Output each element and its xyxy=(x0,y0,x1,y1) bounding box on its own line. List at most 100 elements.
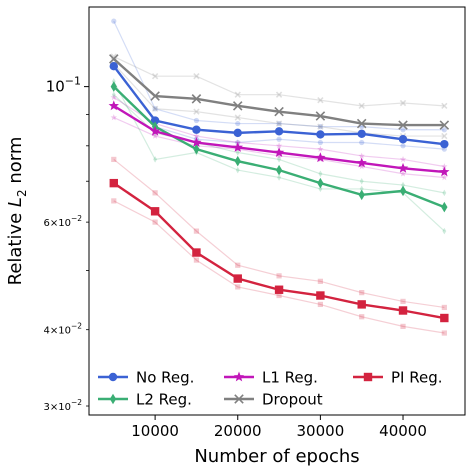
data-point xyxy=(233,128,242,138)
data-point xyxy=(234,155,241,167)
data-point-stroke xyxy=(356,118,367,129)
legend-label: L1 Reg. xyxy=(262,369,318,387)
run-point xyxy=(193,257,200,263)
run-point xyxy=(401,181,405,189)
data-point xyxy=(192,125,201,134)
data-point-stroke xyxy=(191,94,202,104)
x-tick-label: 30000 xyxy=(297,422,345,440)
run-point xyxy=(441,304,447,311)
run-point xyxy=(276,136,282,142)
data-point xyxy=(109,54,119,64)
data-point xyxy=(398,306,408,315)
data-point xyxy=(232,101,243,111)
run-point xyxy=(399,156,407,163)
run-point xyxy=(111,18,117,24)
run-point xyxy=(317,124,323,130)
run-point xyxy=(275,91,283,98)
x-tick-label: 20000 xyxy=(214,422,262,440)
data-point xyxy=(358,189,365,201)
run-point xyxy=(276,120,282,127)
data-point xyxy=(315,152,326,163)
data-point xyxy=(149,125,161,136)
run-point-stroke xyxy=(275,91,283,98)
data-point xyxy=(398,120,408,130)
data-point xyxy=(397,162,409,173)
data-point xyxy=(150,91,160,101)
run-point-stroke xyxy=(441,102,448,110)
run-point-stroke xyxy=(399,99,407,107)
run-line xyxy=(113,158,445,309)
run-point-stroke xyxy=(358,102,365,110)
run-point xyxy=(234,91,241,98)
run-point-stroke xyxy=(358,102,365,110)
data-point xyxy=(357,129,366,139)
run-point xyxy=(111,156,117,163)
run-point xyxy=(399,170,407,177)
x-axis-label: Number of epochs xyxy=(194,446,359,467)
run-point xyxy=(317,301,323,308)
run-point xyxy=(193,117,200,124)
legend: No Reg. L2 Reg. L1 Reg. Dropout PI Reg. xyxy=(98,369,443,409)
run-point xyxy=(359,290,365,296)
legend-marker-stroke xyxy=(234,394,244,404)
run-point xyxy=(441,102,448,110)
legend-item: L1 Reg. xyxy=(224,369,318,387)
x-tick-label: 10000 xyxy=(131,422,179,440)
y-axis-label: Relative L2 norm xyxy=(5,137,29,286)
run-point xyxy=(153,156,158,163)
run-point xyxy=(358,152,365,159)
run-line xyxy=(113,116,445,179)
run-line xyxy=(113,56,445,107)
run-point-stroke xyxy=(441,132,448,140)
run-line xyxy=(113,96,445,168)
y-minor-tick-label: 3×10−2 xyxy=(43,398,82,413)
run-point xyxy=(359,185,364,193)
run-point-stroke xyxy=(234,114,241,121)
run-point xyxy=(151,105,159,112)
run-point-stroke xyxy=(151,105,159,112)
legend-marker xyxy=(234,394,244,404)
run-line xyxy=(113,200,445,334)
y-minor-tick-label: 4×10−2 xyxy=(43,322,82,337)
y-minor-tick-label: 6×10−2 xyxy=(43,214,82,229)
run-point-stroke xyxy=(151,105,159,112)
data-point xyxy=(191,94,202,104)
run-point xyxy=(399,99,407,107)
run-point xyxy=(277,174,282,181)
run-point-stroke xyxy=(151,73,159,80)
legend-item: No Reg. xyxy=(98,369,194,387)
data-point xyxy=(441,201,448,213)
run-point xyxy=(193,73,200,80)
series-line xyxy=(112,58,445,127)
run-point xyxy=(277,156,282,163)
legend-label: Dropout xyxy=(262,391,323,409)
run-point xyxy=(152,219,158,225)
run-point-stroke xyxy=(193,108,200,115)
run-point xyxy=(400,143,406,149)
run-point xyxy=(235,120,241,127)
run-point-stroke xyxy=(317,123,324,130)
run-point-stroke xyxy=(151,73,159,80)
data-point xyxy=(108,100,119,111)
data-point xyxy=(357,300,366,309)
data-point-stroke xyxy=(150,91,160,101)
data-point xyxy=(274,127,284,136)
legend-label: L2 Reg. xyxy=(136,391,192,409)
run-point xyxy=(235,262,241,268)
data-point xyxy=(439,166,450,177)
data-point xyxy=(273,147,285,157)
run-point xyxy=(359,139,365,146)
legend-label: PI Reg. xyxy=(391,369,443,387)
data-point xyxy=(440,313,449,323)
run-point xyxy=(111,78,116,85)
data-point xyxy=(315,111,326,121)
legend-marker xyxy=(109,393,117,405)
data-point xyxy=(398,135,408,144)
data-point xyxy=(316,130,325,139)
run-point xyxy=(152,106,158,112)
data-point-stroke xyxy=(109,54,119,64)
legend-marker xyxy=(233,371,245,382)
data-point xyxy=(150,116,160,125)
run-point xyxy=(400,323,406,329)
